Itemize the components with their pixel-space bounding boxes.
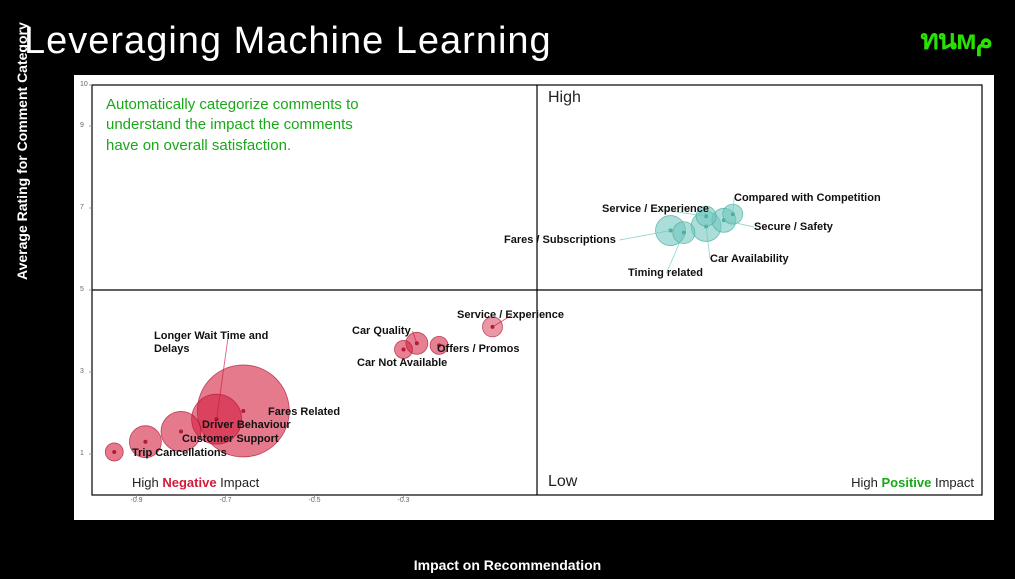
y-tick-label: 9	[80, 122, 84, 129]
y-axis-label: Average Rating for Comment Category	[14, 22, 30, 280]
bubble-label: Fares Related	[268, 406, 340, 418]
bubble-label: Car Quality	[352, 325, 411, 337]
quadrant-label-low: Low	[548, 473, 577, 491]
bubble-label: Compared with Competition	[734, 192, 881, 204]
brand-logo: ทนмم	[920, 18, 993, 62]
bubble-label: Service / Experience	[457, 309, 564, 321]
quadrant-label-high: High	[548, 89, 581, 107]
bubble-label: Offers / Promos	[437, 343, 520, 355]
slide-title: Leveraging Machine Learning	[24, 20, 552, 63]
bubble-label: Fares / Subscriptions	[504, 234, 616, 246]
x-tick-label: -0.9	[131, 497, 143, 504]
text-fragment: Positive	[882, 475, 932, 490]
text-fragment: Impact	[931, 475, 974, 490]
text-fragment: High	[132, 475, 162, 490]
bubble-label: Customer Support	[182, 433, 279, 445]
y-tick-label: 3	[80, 368, 84, 375]
x-tick-label: -0.3	[398, 497, 410, 504]
bubble-label: Timing related	[628, 267, 703, 279]
x-tick-label: -0.5	[309, 497, 321, 504]
text-fragment: Negative	[162, 475, 216, 490]
y-tick-label: 10	[80, 81, 88, 88]
bubble-label: Longer Wait Time and Delays	[154, 330, 274, 355]
y-tick-label: 7	[80, 204, 84, 211]
y-tick-label: 5	[80, 286, 84, 293]
text-fragment: Impact	[217, 475, 260, 490]
chart-area: Automatically categorize comments to und…	[74, 75, 994, 520]
bubble-label: Car Availability	[710, 253, 789, 265]
callout-text: Automatically categorize comments to und…	[106, 95, 386, 156]
bubble-label: Driver Behaviour	[202, 419, 291, 431]
bubble-label: Service / Experience	[602, 203, 709, 215]
impact-label-negative: High Negative Impact	[132, 475, 259, 490]
impact-label-positive: High Positive Impact	[851, 475, 974, 490]
bubble-label: Car Not Available	[357, 357, 447, 369]
x-axis-label: Impact on Recommendation	[414, 557, 601, 573]
text-fragment: High	[851, 475, 881, 490]
bubble-label: Secure / Safety	[754, 221, 833, 233]
x-tick-label: -0.7	[220, 497, 232, 504]
y-tick-label: 1	[80, 450, 84, 457]
bubble-label: Trip Cancellations	[132, 447, 227, 459]
